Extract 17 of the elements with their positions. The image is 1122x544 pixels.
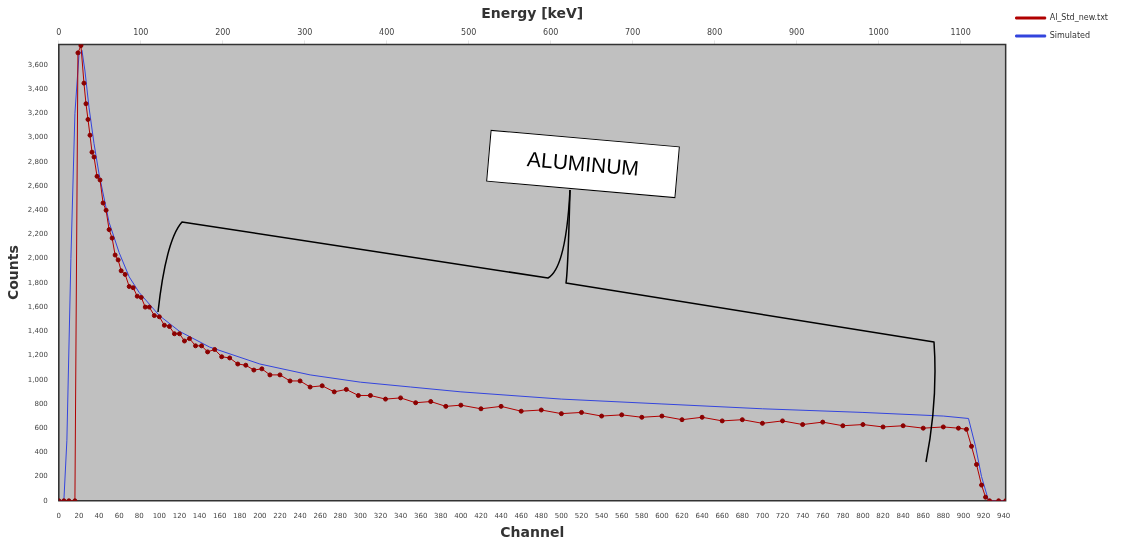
x2-tick-label: 200 <box>215 27 231 37</box>
x2-tick-label: 100 <box>133 27 149 37</box>
x-axis-title: Channel <box>500 524 565 541</box>
x2-tick-label: 700 <box>625 27 641 37</box>
x2-tick-label: 500 <box>461 27 477 37</box>
legend-label: Al_Std_new.txt <box>1049 13 1108 23</box>
y-axis-title: Counts <box>5 245 22 301</box>
x2-tick-label: 900 <box>788 27 805 37</box>
legend-label: Simulated <box>1049 31 1091 41</box>
x2-axis-title: Energy [keV] <box>481 5 584 22</box>
x2-tick-label: 300 <box>297 27 313 37</box>
x2-tick-label: 800 <box>707 27 723 37</box>
x2-tick-label: 1100 <box>950 27 971 37</box>
x2-tick-label: 0 <box>56 27 62 37</box>
x2-tick-label: 400 <box>379 27 395 37</box>
x2-tick-label: 1000 <box>868 27 889 37</box>
x2-tick-label: 600 <box>543 27 559 37</box>
